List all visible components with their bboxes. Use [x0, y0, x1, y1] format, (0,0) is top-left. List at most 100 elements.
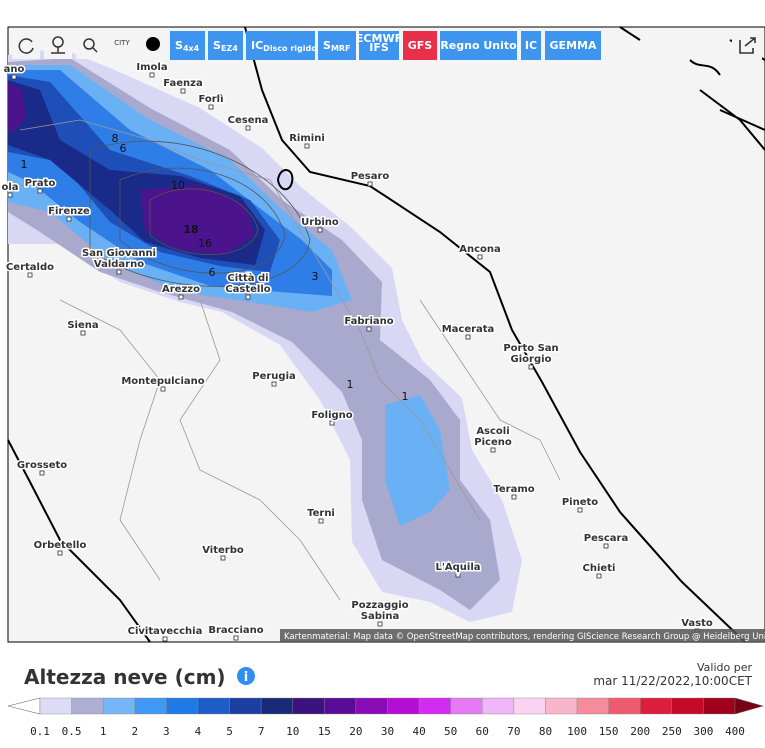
- scale-label: 2: [131, 725, 138, 738]
- city-label: Arezzo: [162, 284, 200, 295]
- scale-label: 7: [258, 725, 265, 738]
- scale-swatch: [545, 697, 578, 715]
- city-label: Montepulciano: [121, 376, 204, 387]
- model-button-label: GFS: [408, 39, 433, 52]
- scale-label: 60: [476, 725, 489, 738]
- color-scale: 0.1 0.5 1 2 3 4 5 7 10 15 20 30 40 50 60 70 80 100 150 200 2…: [7, 697, 765, 738]
- scale-swatch: [482, 697, 515, 715]
- scale-label: 0.5: [62, 725, 82, 738]
- scale-swatch: [71, 697, 104, 715]
- contour-label: 1: [21, 158, 28, 171]
- model-button-label: SEZ4: [213, 39, 238, 53]
- scale-end: [734, 697, 765, 715]
- model-button-label: ICDisco rigido: [251, 39, 317, 53]
- svg-text:i: i: [244, 670, 248, 685]
- scale-swatch: [102, 697, 135, 715]
- model-button-background: [403, 31, 437, 60]
- city-label: Faenza: [163, 78, 202, 89]
- city-marker: [178, 294, 184, 300]
- city-label: Ancona: [459, 244, 501, 255]
- scale-swatch: [292, 697, 325, 715]
- city-marker: [366, 326, 372, 332]
- city-label: Foligno: [311, 410, 352, 421]
- model-button[interactable]: SMRF: [318, 31, 356, 60]
- model-button[interactable]: S4x4: [170, 31, 205, 60]
- city-label: Civitavecchia: [128, 626, 203, 637]
- scale-label: 20: [349, 725, 362, 738]
- model-button-main: S: [213, 39, 221, 52]
- reload-button[interactable]: [12, 31, 40, 59]
- city-marker: [245, 125, 251, 131]
- scale-label: 300: [693, 725, 713, 738]
- coastline: [7, 26, 765, 643]
- model-button[interactable]: GFS: [403, 31, 437, 60]
- city-marker: [367, 181, 373, 187]
- scale-label: 150: [599, 725, 619, 738]
- city-label: Imola: [136, 62, 167, 73]
- scale-label: 5: [226, 725, 233, 738]
- zoom-button[interactable]: [76, 31, 104, 59]
- model-button-main: IC: [251, 39, 263, 52]
- city-label: Macerata: [442, 324, 495, 335]
- model-button-main: GEMMA: [550, 39, 597, 52]
- model-button-background: [246, 31, 315, 60]
- locate-button[interactable]: [44, 31, 72, 59]
- city-marker: [220, 555, 226, 561]
- info-icon[interactable]: i: [237, 667, 255, 685]
- contour-label: 3: [312, 270, 319, 283]
- model-button-background: [318, 31, 356, 60]
- contour-label: 6: [209, 266, 216, 279]
- contour-label: 10: [171, 179, 185, 192]
- city-marker: [7, 192, 13, 198]
- city-label: Pesaro: [351, 171, 390, 182]
- attribution-background: [280, 629, 765, 642]
- model-button[interactable]: ICDisco rigido: [246, 31, 317, 60]
- city-label: Prato: [25, 178, 56, 189]
- scale-swatch: [608, 697, 641, 715]
- contour-label: 8: [112, 132, 119, 145]
- city-marker: [528, 364, 534, 370]
- city-marker: [233, 635, 239, 641]
- city-label: Vasto: [681, 618, 713, 629]
- share-button[interactable]: [732, 31, 762, 59]
- region-borders: [19, 119, 561, 601]
- contour-label: 1: [347, 378, 354, 391]
- model-button-sub: MRF: [331, 44, 351, 53]
- model-button-sub: Disco rigido: [263, 44, 317, 53]
- model-button[interactable]: Regno Unito: [440, 31, 517, 60]
- model-button-sub: 4x4: [183, 44, 200, 53]
- model-button[interactable]: GEMMA: [545, 31, 601, 60]
- scale-label: 400: [725, 725, 745, 738]
- city-marker: [80, 330, 86, 336]
- scale-swatch: [197, 697, 230, 715]
- city-marker: [149, 72, 155, 78]
- layer-button[interactable]: [140, 31, 166, 59]
- city-marker: [511, 494, 517, 500]
- model-button-label: S4x4: [175, 39, 200, 53]
- scale-label: 50: [444, 725, 457, 738]
- scale-swatch: [229, 697, 262, 715]
- scale-swatch: [703, 697, 736, 715]
- city-label: Pozzaggio: [351, 600, 408, 611]
- city-label: Forlì: [198, 93, 223, 105]
- model-button-sub: EZ4: [221, 44, 238, 53]
- contour-label: 1: [402, 390, 409, 403]
- model-button[interactable]: IC: [521, 31, 541, 60]
- city-label: Chieti: [583, 563, 616, 574]
- contour-label: 6: [120, 142, 127, 155]
- model-button-label: ECMWF: [356, 32, 402, 45]
- city-label: Piceno: [474, 437, 512, 448]
- city-marker: [377, 621, 383, 627]
- model-button-main: S: [175, 39, 183, 52]
- city-label: Castello: [225, 284, 270, 295]
- model-button-background: [545, 31, 601, 60]
- city-marker: [116, 269, 122, 275]
- city-label: Giorgio: [511, 354, 552, 365]
- contour-label: 16: [198, 237, 212, 250]
- model-button[interactable]: SEZ4: [208, 31, 243, 60]
- city-button[interactable]: CITY: [108, 31, 136, 59]
- scale-swatch: [450, 697, 483, 715]
